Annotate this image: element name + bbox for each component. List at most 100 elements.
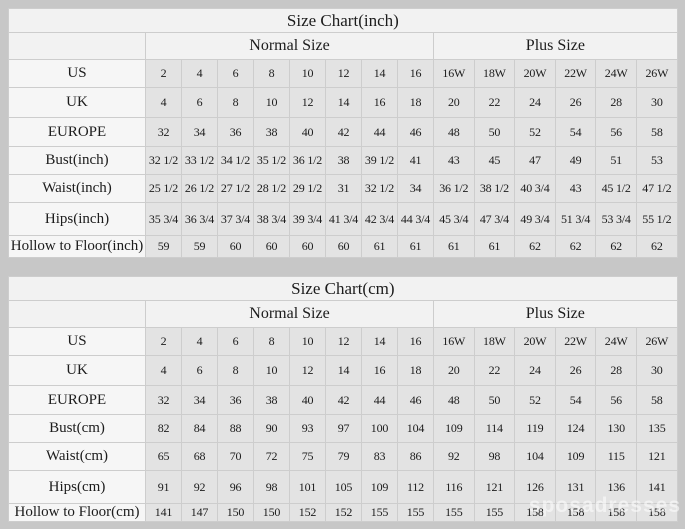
size-value-cell: 114 xyxy=(473,414,516,443)
size-value-cell: 46 xyxy=(397,385,434,415)
row-label: US xyxy=(8,59,146,88)
size-value-cell: 98 xyxy=(473,442,516,471)
size-value-cell: 10 xyxy=(289,59,326,88)
size-value-cell: 24 xyxy=(514,87,556,118)
size-value-cell: 79 xyxy=(325,442,362,471)
size-value-cell: 60 xyxy=(289,235,326,258)
size-value-cell: 20 xyxy=(433,87,475,118)
size-value-cell: 126 xyxy=(514,470,556,504)
size-value-cell: 70 xyxy=(217,442,254,471)
table-row: Waist(inch) 25 1/2 26 1/2 27 1/2 28 1/2 29 1/… xyxy=(8,174,678,203)
size-value-cell: 34 xyxy=(181,117,218,147)
size-value-cell: 22 xyxy=(473,87,516,118)
size-value-cell: 44 xyxy=(361,117,398,147)
size-value-cell: 155 xyxy=(361,503,398,522)
size-value-cell: 98 xyxy=(253,470,290,504)
size-value-cell: 155 xyxy=(433,503,475,522)
size-value-cell: 38 xyxy=(253,385,290,415)
size-value-cell: 41 xyxy=(397,146,434,175)
size-value-cell: 150 xyxy=(253,503,290,522)
size-value-cell: 109 xyxy=(361,470,398,504)
table-row: Hollow to Floor(cm) 141 147 150 150 152 152 155… xyxy=(8,503,678,522)
size-value-cell: 42 xyxy=(325,385,362,415)
size-value-cell: 28 xyxy=(595,87,637,118)
size-value-cell: 51 3/4 xyxy=(554,202,597,236)
size-value-cell: 60 xyxy=(325,235,362,258)
size-value-cell: 4 xyxy=(145,87,182,118)
size-value-cell: 158 xyxy=(595,503,637,522)
size-value-cell: 68 xyxy=(181,442,218,471)
size-value-cell: 28 1/2 xyxy=(253,174,290,203)
size-value-cell: 43 xyxy=(554,174,597,203)
size-value-cell: 75 xyxy=(289,442,326,471)
size-value-cell: 92 xyxy=(433,442,475,471)
size-value-cell: 152 xyxy=(289,503,326,522)
row-label: Hips(inch) xyxy=(8,202,146,236)
size-value-cell: 22W xyxy=(554,327,597,356)
size-value-cell: 16W xyxy=(433,59,475,88)
size-value-cell: 10 xyxy=(289,327,326,356)
size-value-cell: 46 xyxy=(397,117,434,147)
size-value-cell: 18 xyxy=(397,355,434,386)
size-value-cell: 12 xyxy=(325,327,362,356)
size-value-cell: 36 1/2 xyxy=(289,146,326,175)
size-value-cell: 6 xyxy=(217,327,254,356)
table-row: Bust(inch) 32 1/2 33 1/2 34 1/2 35 1/2 36 1/2… xyxy=(8,146,678,175)
size-value-cell: 8 xyxy=(217,355,254,386)
size-value-cell: 115 xyxy=(595,442,637,471)
size-value-cell: 49 xyxy=(554,146,597,175)
table-row: UK 4 6 8 10 12 14 16 18 20 22 24 26 28 30 xyxy=(8,355,678,386)
size-value-cell: 26W xyxy=(635,59,678,88)
size-value-cell: 34 xyxy=(397,174,434,203)
size-value-cell: 91 xyxy=(145,470,182,504)
size-value-cell: 92 xyxy=(181,470,218,504)
size-value-cell: 62 xyxy=(514,235,556,258)
size-value-cell: 100 xyxy=(361,414,398,443)
row-label: Waist(inch) xyxy=(8,174,146,203)
size-value-cell: 27 1/2 xyxy=(217,174,254,203)
size-value-cell: 72 xyxy=(253,442,290,471)
size-value-cell: 45 xyxy=(473,146,516,175)
size-value-cell: 158 xyxy=(554,503,597,522)
size-value-cell: 47 3/4 xyxy=(473,202,516,236)
row-label: UK xyxy=(8,355,146,386)
size-value-cell: 116 xyxy=(433,470,475,504)
size-value-cell: 8 xyxy=(253,59,290,88)
size-value-cell: 40 3/4 xyxy=(514,174,556,203)
size-value-cell: 6 xyxy=(217,59,254,88)
size-value-cell: 38 xyxy=(325,146,362,175)
size-value-cell: 84 xyxy=(181,414,218,443)
table-row: EUROPE 32 34 36 38 40 42 44 46 48 50 52 54 56 58 xyxy=(8,117,678,147)
size-value-cell: 35 3/4 xyxy=(145,202,182,236)
size-value-cell: 26 1/2 xyxy=(181,174,218,203)
row-label: Hollow to Floor(cm) xyxy=(8,503,146,522)
size-value-cell: 28 xyxy=(595,355,637,386)
title-row: Size Chart(inch) xyxy=(8,8,678,33)
size-value-cell: 130 xyxy=(595,414,637,443)
row-label: EUROPE xyxy=(8,385,146,415)
size-value-cell: 60 xyxy=(217,235,254,258)
size-value-cell: 155 xyxy=(473,503,516,522)
table-row: EUROPE 32 34 36 38 40 42 44 46 48 50 52 54 56 58 xyxy=(8,385,678,415)
size-value-cell: 38 3/4 xyxy=(253,202,290,236)
size-value-cell: 49 3/4 xyxy=(514,202,556,236)
row-label: UK xyxy=(8,87,146,118)
size-value-cell: 47 1/2 xyxy=(635,174,678,203)
size-value-cell: 150 xyxy=(217,503,254,522)
size-value-cell: 42 3/4 xyxy=(361,202,398,236)
size-value-cell: 4 xyxy=(181,59,218,88)
size-value-cell: 39 3/4 xyxy=(289,202,326,236)
size-value-cell: 36 1/2 xyxy=(433,174,475,203)
size-value-cell: 62 xyxy=(554,235,597,258)
size-value-cell: 4 xyxy=(181,327,218,356)
table-row: US 2 4 6 8 10 12 14 16 16W 18W 20W 22W 24W 26W xyxy=(8,59,678,88)
size-value-cell: 32 1/2 xyxy=(145,146,182,175)
table-row: Bust(cm) 82 84 88 90 93 97 100 104 109 114 119 124 13… xyxy=(8,414,678,443)
column-group-row: Normal Size Plus Size xyxy=(8,32,678,60)
size-value-cell: 54 xyxy=(554,385,597,415)
size-value-cell: 141 xyxy=(635,470,678,504)
size-value-cell: 38 1/2 xyxy=(473,174,516,203)
size-value-cell: 54 xyxy=(554,117,597,147)
size-value-cell: 40 xyxy=(289,385,326,415)
